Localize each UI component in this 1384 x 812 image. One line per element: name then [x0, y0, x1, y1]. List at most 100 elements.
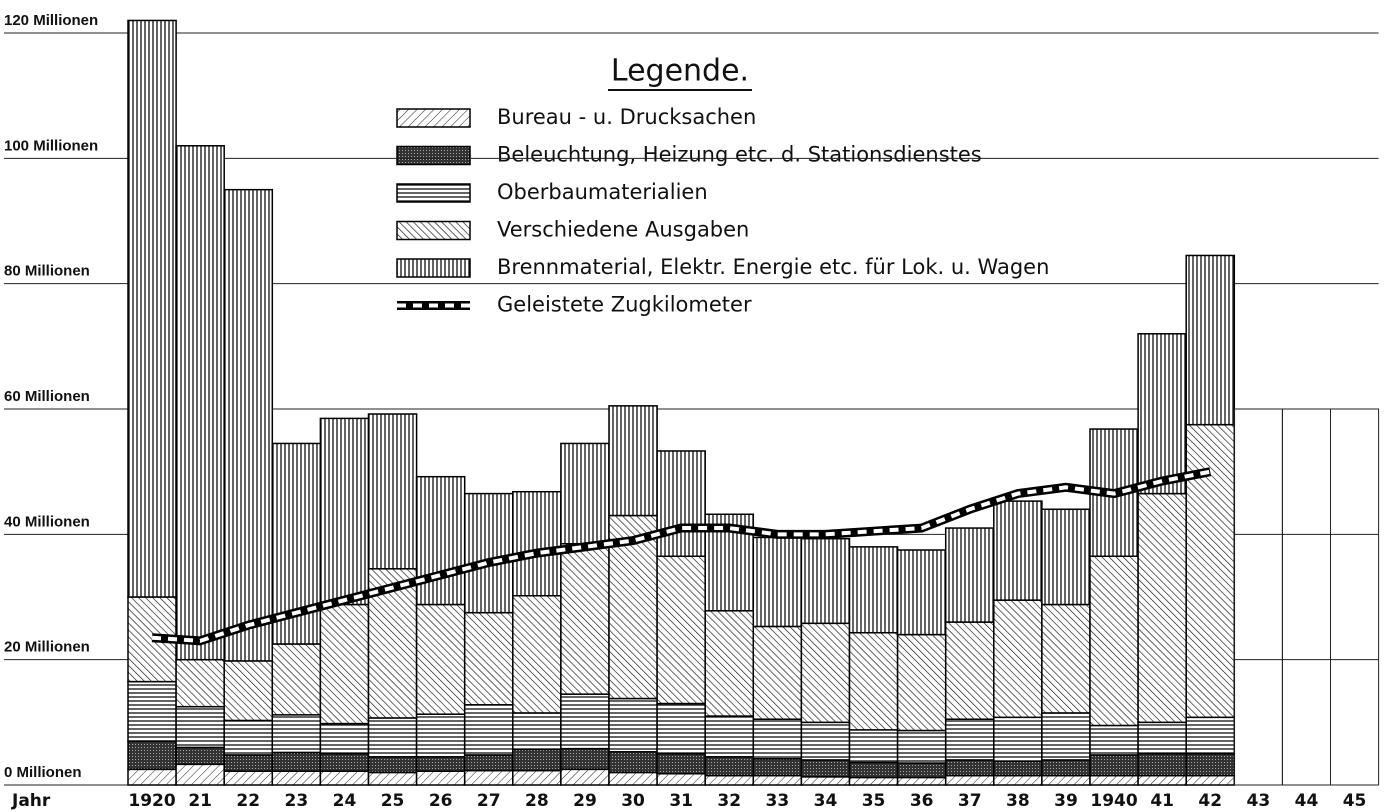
bar-segment [752, 757, 803, 777]
bar-segment [127, 19, 177, 598]
bar-segment [993, 716, 1043, 762]
legend-label: Oberbaumaterialien [497, 180, 708, 204]
legend-label: Bureau - u. Drucksachen [497, 105, 756, 129]
legend-swatch [396, 183, 471, 203]
bar-segment [415, 475, 466, 606]
x-tick-label: 33 [766, 791, 790, 811]
y-tick-label: 20 Millionen [4, 639, 90, 656]
bar-segment [223, 719, 274, 756]
y-tick-label: 40 Millionen [4, 513, 90, 530]
bar-segment [656, 555, 706, 705]
bar-segment [800, 759, 851, 778]
bar-segment [223, 660, 274, 722]
x-tick-label: 30 [621, 791, 645, 811]
bar-segment [993, 599, 1043, 719]
x-tick-label: 1940 [1090, 791, 1137, 811]
bar-segment [1041, 603, 1091, 714]
bar-segment [463, 492, 514, 614]
x-tick-label: 21 [188, 791, 212, 811]
bar-segment [463, 611, 514, 706]
legend-swatch [396, 108, 471, 128]
bar-segment [367, 413, 418, 570]
bar-segment [656, 450, 706, 558]
bar-segment [1137, 752, 1187, 777]
legend-swatch [396, 145, 471, 166]
bar-segment [848, 631, 899, 731]
bar-segment [319, 722, 370, 755]
x-tick-label: 25 [381, 791, 405, 811]
bar-segment [415, 770, 466, 786]
x-tick-label: 22 [236, 791, 260, 811]
bar-segment [1185, 254, 1236, 426]
bar-segment [175, 658, 225, 708]
bar-segment [848, 776, 899, 786]
legend: Bureau - u. Drucksachen Beleuchtung, Heiz… [396, 105, 1049, 317]
bar-segment [560, 693, 610, 750]
bar-segment [1185, 774, 1236, 786]
bar-segment [1185, 752, 1236, 777]
bar-segment [367, 771, 418, 786]
bar-segment [271, 751, 322, 772]
bar-segment [704, 610, 755, 717]
bar-segment [896, 633, 947, 732]
legend-label: Brennmaterial, Elektr. Energie etc. für … [497, 255, 1049, 279]
bar-segment [319, 770, 370, 786]
y-tick-label: 0 Millionen [4, 764, 82, 781]
bar-segment [175, 746, 225, 766]
bar-segment [319, 417, 370, 606]
empty-column [1330, 408, 1380, 786]
y-tick-label: 120 Millionen [4, 12, 98, 29]
bar-segment [512, 769, 562, 786]
x-tick-label: 45 [1343, 791, 1367, 811]
bar-segment [608, 771, 658, 786]
bar-segment [175, 705, 225, 749]
bar-segment [415, 603, 466, 715]
bar-segment [415, 713, 466, 758]
bar-segment [1137, 721, 1187, 755]
x-tick-label: 27 [477, 791, 501, 811]
bar-segment [1089, 724, 1139, 756]
bar-segment [752, 625, 803, 720]
bar-segment [800, 622, 851, 724]
bar-segment [560, 747, 610, 771]
bar-segment [223, 188, 274, 662]
bar-segment [512, 712, 562, 751]
bar-segment [896, 776, 947, 786]
bar-segment [1089, 754, 1139, 777]
bar-segment [271, 714, 322, 754]
line [151, 469, 1211, 643]
x-tick-label: 28 [525, 791, 549, 811]
bar-segment [848, 729, 899, 764]
x-tick-label: 38 [1006, 791, 1030, 811]
bar-segment [127, 768, 177, 786]
bar-segment [127, 740, 177, 771]
bar-segment [608, 405, 658, 517]
bar-segment [848, 546, 899, 634]
bar-segment [993, 760, 1043, 777]
bar-segment [944, 621, 995, 720]
bar-segment [944, 759, 995, 777]
bar-segment [896, 729, 947, 764]
bar-segment [512, 490, 562, 597]
bar-segment [175, 145, 225, 661]
x-tick-label: 36 [910, 791, 934, 811]
bar-segment [1041, 712, 1091, 761]
x-tick-label: 41 [1150, 791, 1174, 811]
legend-label: Geleistete Zugkilometer [497, 293, 752, 317]
bar-segment [319, 752, 370, 772]
bar-segment [367, 717, 418, 758]
bar-segment [656, 752, 706, 775]
bar-segment [223, 754, 274, 772]
x-tick-label: 26 [429, 791, 453, 811]
bar-segment [463, 754, 514, 772]
bar-segment [896, 762, 947, 779]
bar-segment [175, 763, 225, 786]
bar-segment [896, 549, 947, 636]
x-tick-label: 34 [814, 791, 838, 811]
bar-segment [704, 715, 755, 758]
bar-segment [752, 718, 803, 760]
x-tick-label: 24 [333, 791, 357, 811]
bar-segment [944, 527, 995, 623]
bar-segment [1137, 333, 1187, 495]
legend-label: Verschiedene Ausgaben [497, 218, 749, 242]
